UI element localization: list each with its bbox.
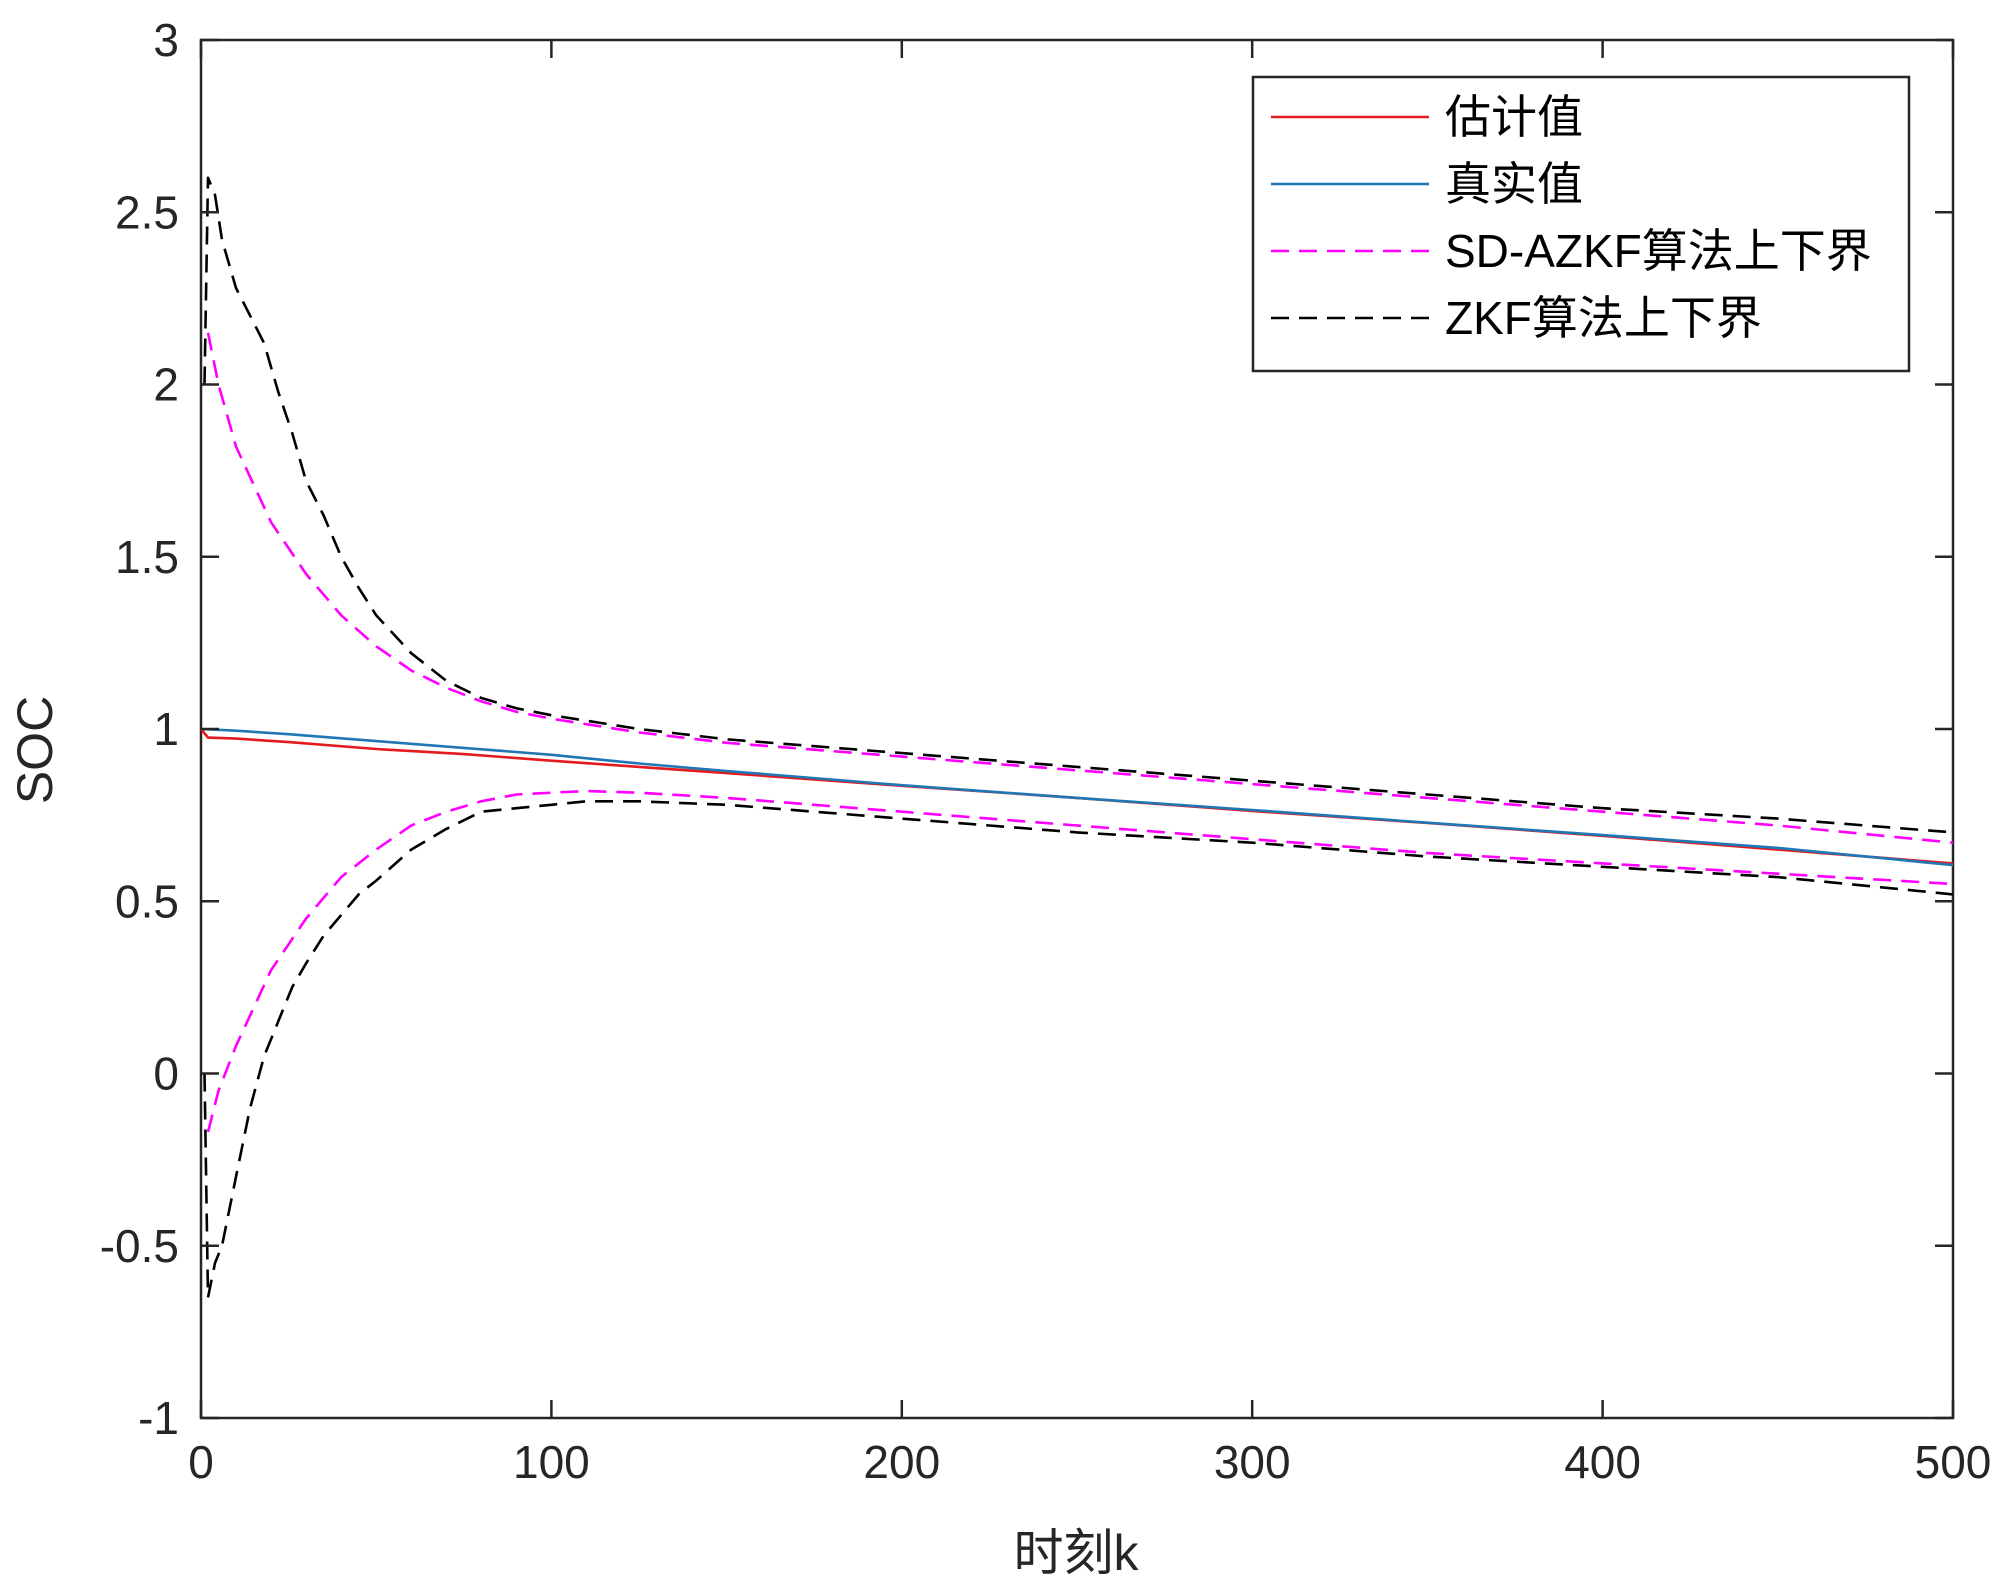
legend-label: ZKF算法上下界: [1445, 292, 1762, 344]
y-tick-label: 2.5: [115, 186, 179, 238]
legend-label: 估计值: [1445, 91, 1583, 143]
x-tick-label: 400: [1564, 1436, 1641, 1488]
series-line-2: [206, 332, 1954, 844]
series-line-4: [203, 176, 1954, 834]
x-tick-label: 0: [188, 1436, 214, 1488]
y-axis-title: SOC: [7, 696, 63, 804]
series-line-5: [203, 799, 1954, 1299]
y-tick-label: -1: [138, 1392, 179, 1444]
y-tick-label: -0.5: [100, 1220, 179, 1272]
x-tick-label: 100: [513, 1436, 590, 1488]
legend-label: SD-AZKF算法上下界: [1445, 225, 1872, 277]
x-axis-title: 时刻k: [1014, 1525, 1140, 1579]
y-tick-label: 2: [153, 359, 179, 411]
y-tick-label: 0.5: [115, 875, 179, 927]
x-tick-label: 300: [1214, 1436, 1291, 1488]
legend-label: 真实值: [1445, 158, 1583, 210]
x-tick-label: 500: [1915, 1436, 1992, 1488]
y-tick-label: 1.5: [115, 531, 179, 583]
axis-ticks: 0 100 200 300 400 500 -1 -0.5 0 0.5 1 1.5 2 2.5 3: [100, 14, 1992, 1488]
legend-box: [1251, 75, 1911, 373]
x-tick-label: 200: [863, 1436, 940, 1488]
series-line-3: [206, 789, 1954, 1133]
y-tick-label: 0: [153, 1048, 179, 1100]
series-line-1: [200, 727, 1954, 867]
y-tick-label: 1: [153, 703, 179, 755]
y-tick-label: 3: [153, 14, 179, 66]
